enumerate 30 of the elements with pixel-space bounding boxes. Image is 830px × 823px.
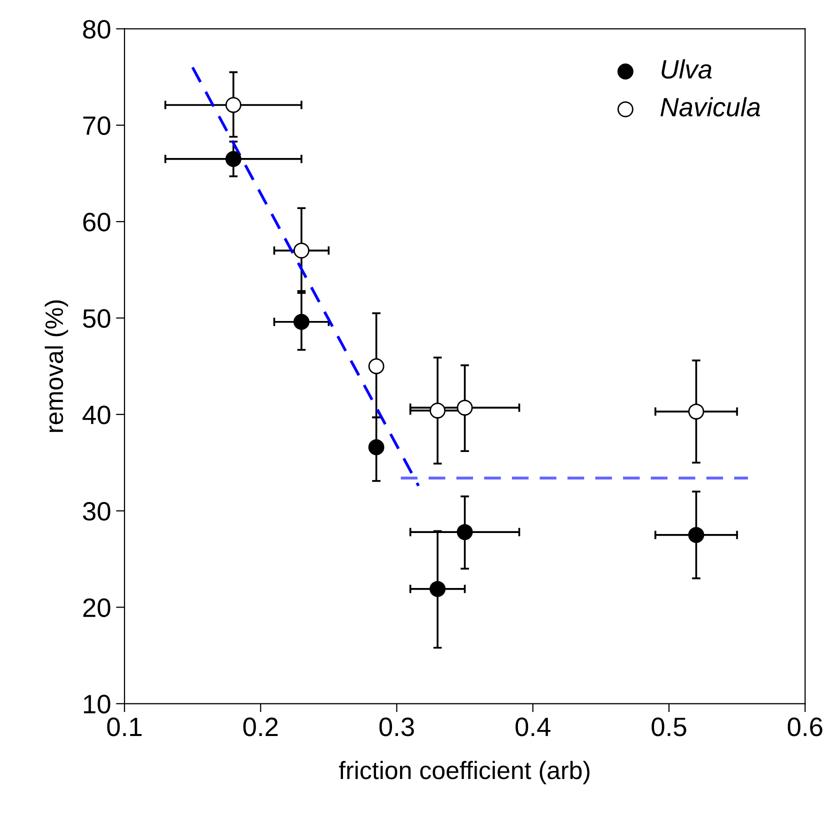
legend-label: Navicula [660, 97, 760, 116]
point [456, 524, 473, 540]
y-tick-label: 50 [83, 309, 110, 328]
y-tick-label: 10 [84, 694, 110, 714]
y-tick-label: 60 [83, 212, 110, 232]
x-axis-title: friction coefficient (arb) [338, 760, 590, 784]
point [688, 404, 704, 420]
point [688, 526, 704, 543]
y-tick-label: 20 [83, 598, 110, 618]
point [293, 314, 310, 330]
y-axis-title: removal (%) [44, 300, 68, 432]
y-tick-label: 30 [82, 502, 110, 521]
y-tick-label: 70 [83, 116, 110, 136]
x-tick-label: 0.1 [107, 718, 142, 736]
point [430, 580, 446, 597]
legend-label: Ulva [662, 59, 712, 79]
point [225, 96, 242, 113]
x-tick-label: 0.4 [516, 718, 550, 736]
x-tick-label: 0.2 [243, 718, 278, 736]
x-tick-label: 0.6 [788, 718, 822, 736]
x-tick-label: 0.5 [652, 718, 686, 736]
y-tick-label: 40 [82, 406, 110, 424]
point [225, 150, 242, 167]
y-tick-label: 80 [83, 20, 110, 39]
point [368, 439, 384, 456]
point [456, 400, 473, 416]
x-tick-label: 0.3 [379, 718, 414, 736]
point [430, 402, 446, 419]
point [293, 242, 310, 259]
point [368, 358, 384, 374]
